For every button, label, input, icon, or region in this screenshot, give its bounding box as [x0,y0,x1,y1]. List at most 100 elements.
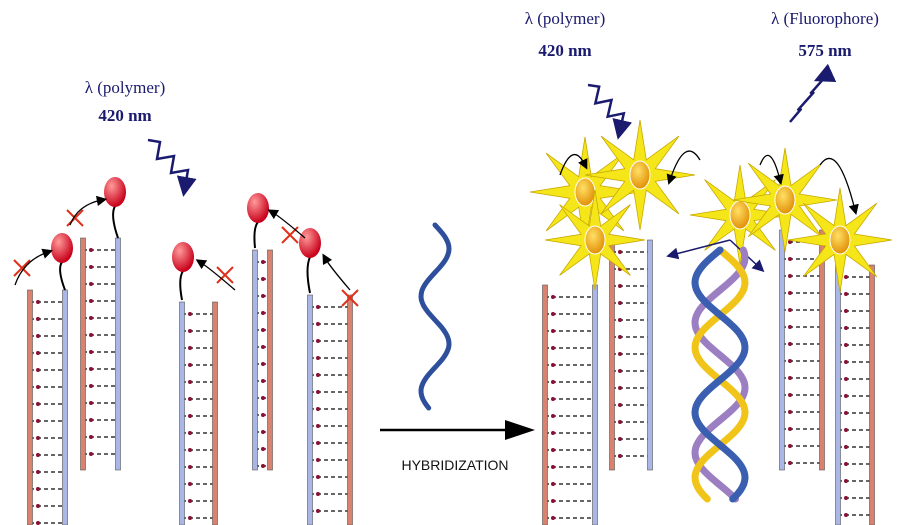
base [551,414,555,418]
base [36,402,40,406]
base [188,465,192,469]
transfer-arrow [819,157,859,216]
transfer-arrow [69,195,108,226]
base [788,461,792,465]
base [844,292,848,296]
base [551,380,555,384]
base [36,521,40,525]
emission-wavelength: 575 nm [798,41,851,60]
base [36,504,40,508]
blocked-mark [216,266,234,284]
base [618,284,622,288]
base [844,394,848,398]
base [261,430,265,434]
base [316,356,320,360]
transfer-arrow [195,259,236,291]
blocked-mark [66,209,84,227]
base [261,413,265,417]
base [188,363,192,367]
base [89,452,93,456]
emission-label: λ (Fluorophore) [771,9,879,28]
base [788,342,792,346]
base [36,300,40,304]
process-arrow-head [505,420,535,440]
strand [115,237,121,471]
base [89,401,93,405]
excitation-label: λ (polymer) [85,78,165,97]
strand [252,249,258,471]
base [788,257,792,261]
base [316,424,320,428]
strand [347,294,353,525]
base [551,397,555,401]
base [36,351,40,355]
base [261,311,265,315]
base [188,482,192,486]
strand [307,294,313,525]
base [188,431,192,435]
base [261,447,265,451]
base [844,479,848,483]
base [788,376,792,380]
base [788,410,792,414]
base [261,379,265,383]
base [36,317,40,321]
base [551,295,555,299]
blocked-mark [13,259,31,277]
base [788,291,792,295]
base [36,470,40,474]
base [188,346,192,350]
strand [647,239,653,471]
base [89,282,93,286]
base [844,360,848,364]
base [36,368,40,372]
base [89,265,93,269]
base [788,308,792,312]
base [316,407,320,411]
target-dna [691,246,749,503]
base [618,352,622,356]
strand [835,264,841,525]
base [844,411,848,415]
strand [27,289,33,525]
fluorophore [574,177,596,207]
base [618,437,622,441]
base [316,492,320,496]
transfer-arrow [666,150,701,185]
base [261,345,265,349]
base [261,362,265,366]
base [844,496,848,500]
base [788,444,792,448]
base [36,334,40,338]
base [618,301,622,305]
excitation-arrow [147,138,197,197]
base [844,462,848,466]
base [261,277,265,281]
strand [212,301,218,525]
linker [253,221,259,249]
base [89,333,93,337]
base [188,448,192,452]
base [551,312,555,316]
probe-dna [418,222,452,411]
base [618,403,622,407]
base [89,367,93,371]
linker [59,261,66,291]
base [89,248,93,252]
base [188,312,192,316]
base [36,436,40,440]
base [36,385,40,389]
strand [819,229,825,471]
fluorophore [774,185,796,215]
base [551,329,555,333]
emission-arrow [789,63,837,123]
quencher [104,177,126,207]
base [316,390,320,394]
fluorophore [729,200,751,230]
fluorophore [829,225,851,255]
base [551,465,555,469]
base [788,325,792,329]
base [844,275,848,279]
linker [179,270,184,301]
